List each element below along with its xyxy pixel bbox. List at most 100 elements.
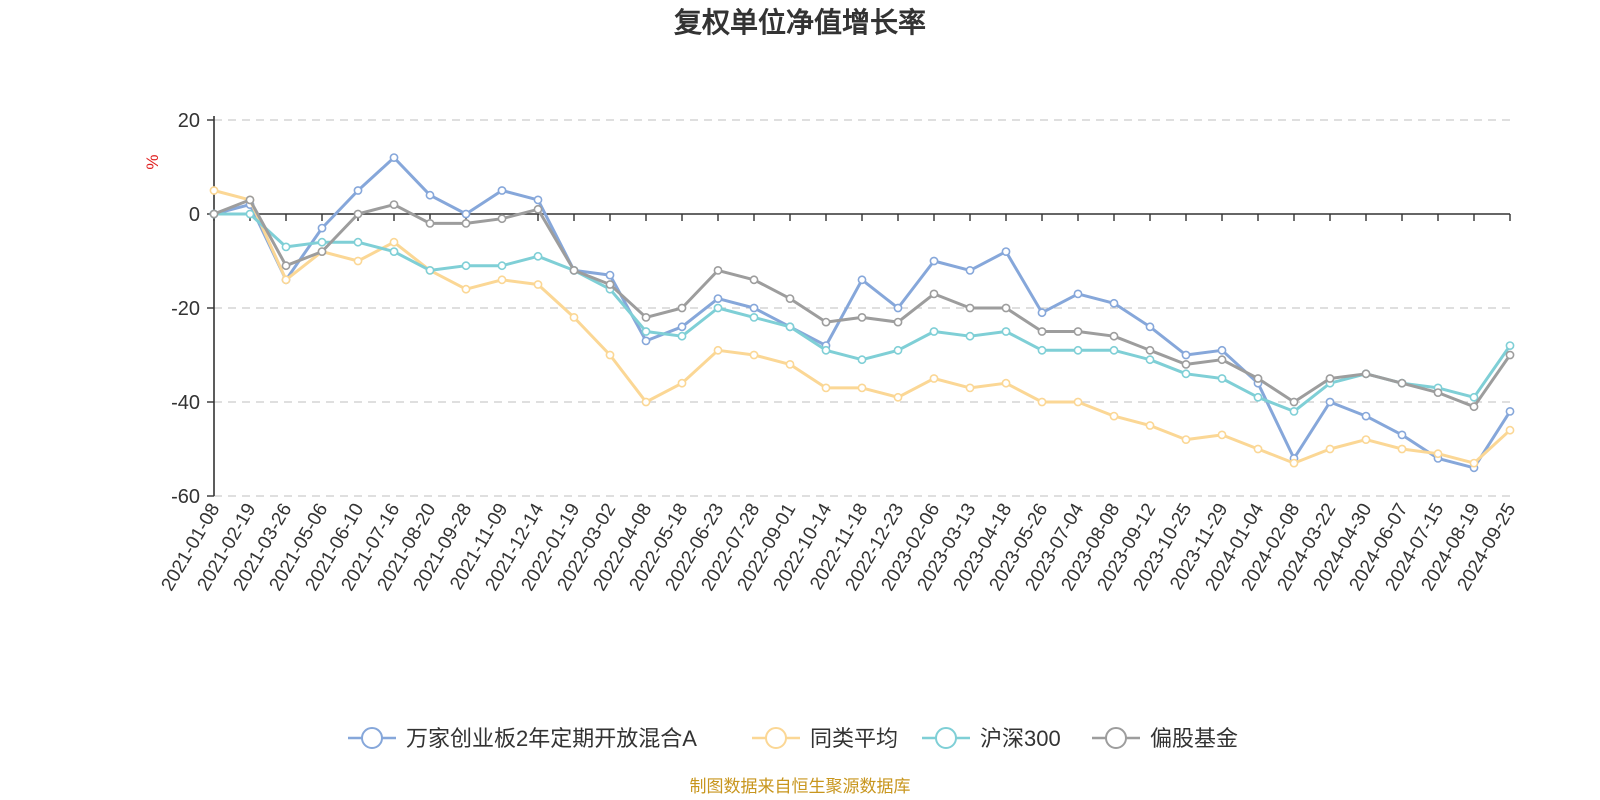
data-point [857,312,867,322]
legend-label: 同类平均 [810,726,898,751]
data-point [749,275,759,285]
y-axis-unit: % [143,154,162,169]
data-point [1001,303,1011,313]
data-point [749,350,759,360]
data-point [1109,298,1119,308]
data-point [1037,308,1047,318]
data-point [641,336,651,346]
legend-circle-icon [1105,727,1127,749]
y-tick-label: -20 [171,298,200,320]
data-point [821,317,831,327]
data-point [1505,406,1515,416]
data-point [1325,374,1335,383]
series-line-0 [212,156,1512,470]
data-point [461,284,471,294]
data-point [785,322,795,332]
data-point [1505,341,1515,350]
data-point [893,317,903,327]
data-point [1037,327,1047,336]
data-point [785,359,795,369]
data-point [857,355,867,365]
data-point [209,209,219,219]
data-point [1469,392,1479,402]
data-point [713,303,723,313]
legend-label: 万家创业板2年定期开放混合A [406,726,697,751]
data-point [461,209,471,219]
data-point [317,237,327,247]
legend-item-2[interactable]: 沪深300 [922,726,1061,751]
data-point [713,265,723,275]
data-point [1217,355,1227,365]
data-point [1073,345,1083,355]
data-point [461,261,471,271]
data-point [245,195,255,205]
data-point [389,200,399,209]
data-point [497,261,507,271]
data-point [1073,327,1083,336]
data-point [1145,355,1155,365]
y-tick-label: 0 [189,204,200,226]
data-point [857,275,867,285]
data-point [1253,444,1263,454]
data-point [1145,421,1155,430]
data-point [1109,345,1119,355]
legend-label: 偏股基金 [1150,726,1238,751]
data-point [713,345,723,355]
source-note: 制图数据来自恒生聚源数据库 [690,777,911,796]
data-point [389,247,399,256]
y-tick-labels: 20 0 -20 -40 -60 [171,110,200,508]
series-lines [209,153,1515,473]
data-point [1145,322,1155,332]
data-point [1181,350,1191,360]
chart-title: 复权单位净值增长率 [674,6,926,38]
x-tick-labels: 2021-01-082021-02-192021-03-262021-05-06… [158,500,1521,595]
data-point [677,303,687,313]
data-point [209,186,219,195]
legend-item-3[interactable]: 偏股基金 [1092,726,1238,751]
data-point [1253,392,1263,402]
data-point [929,327,939,336]
data-point [1397,378,1407,388]
data-point [893,303,903,313]
data-point [929,256,939,266]
data-point [1037,397,1047,407]
legend: 万家创业板2年定期开放混合A 同类平均 沪深300 偏股基金 [348,726,1238,751]
data-point [1181,435,1191,444]
legend-circle-icon [765,727,787,749]
data-point [533,251,543,261]
data-point [497,186,507,195]
data-point [1001,247,1011,256]
data-point [569,265,579,275]
data-point [821,383,831,393]
data-point [1469,402,1479,412]
data-point [353,237,363,247]
data-point [1397,444,1407,454]
data-point [965,383,975,393]
legend-item-1[interactable]: 同类平均 [752,726,898,751]
data-point [821,345,831,355]
series-line-3 [212,198,1512,409]
data-point [461,218,471,228]
data-point [1217,345,1227,355]
legend-circle-icon [361,727,383,749]
data-point [677,331,687,341]
axes [207,116,1511,497]
data-point [1325,397,1335,407]
data-point [605,270,615,280]
data-point [1361,369,1371,379]
data-point [857,383,867,393]
data-point [533,204,543,214]
y-tick-label: -40 [171,392,200,414]
legend-item-0[interactable]: 万家创业板2年定期开放混合A [348,726,697,751]
data-point [749,303,759,313]
data-point [425,218,435,228]
data-point [1289,397,1299,407]
data-point [425,190,435,200]
data-point [713,294,723,303]
data-point [1217,430,1227,440]
data-point [677,378,687,388]
data-point [1109,411,1119,421]
data-point [677,322,687,332]
data-point [281,261,291,271]
data-point [605,280,615,289]
